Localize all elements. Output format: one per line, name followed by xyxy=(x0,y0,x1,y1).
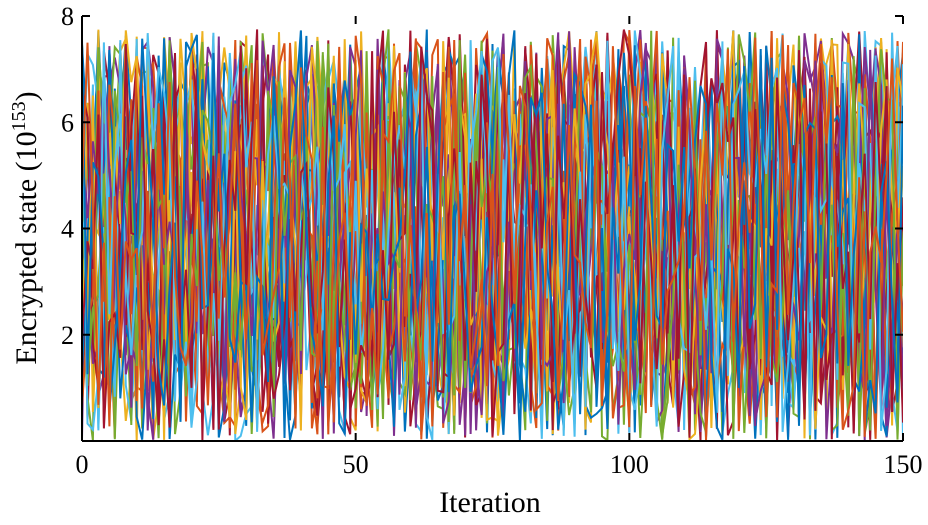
tick-marks xyxy=(81,15,904,441)
y-tick-label-6: 6 xyxy=(61,108,74,137)
tick-labels: 0 50 100 150 2 4 6 8 xyxy=(61,2,923,479)
y-axis-title-suffix: ) xyxy=(10,91,43,101)
y-tick-label-2: 2 xyxy=(61,321,74,350)
x-axis-title: Iteration xyxy=(439,486,541,519)
y-axis-title-exponent: 153 xyxy=(8,101,30,131)
series-line-29 xyxy=(82,30,903,441)
series-line-25 xyxy=(82,36,903,441)
series-line-30 xyxy=(82,35,903,437)
y-axis-title-text: Encrypted state (10 xyxy=(10,131,43,364)
series-lines xyxy=(82,29,903,441)
series-line-28 xyxy=(82,29,903,440)
y-tick-label-4: 4 xyxy=(61,215,74,244)
x-tick-label-150: 150 xyxy=(884,450,923,479)
x-tick-label-100: 100 xyxy=(610,450,649,479)
y-tick-label-8: 8 xyxy=(61,2,74,31)
series-line-22 xyxy=(82,30,903,440)
y-axis-title: Encrypted state (10153) xyxy=(8,91,43,364)
x-tick-label-50: 50 xyxy=(343,450,369,479)
x-tick-label-0: 0 xyxy=(76,450,89,479)
